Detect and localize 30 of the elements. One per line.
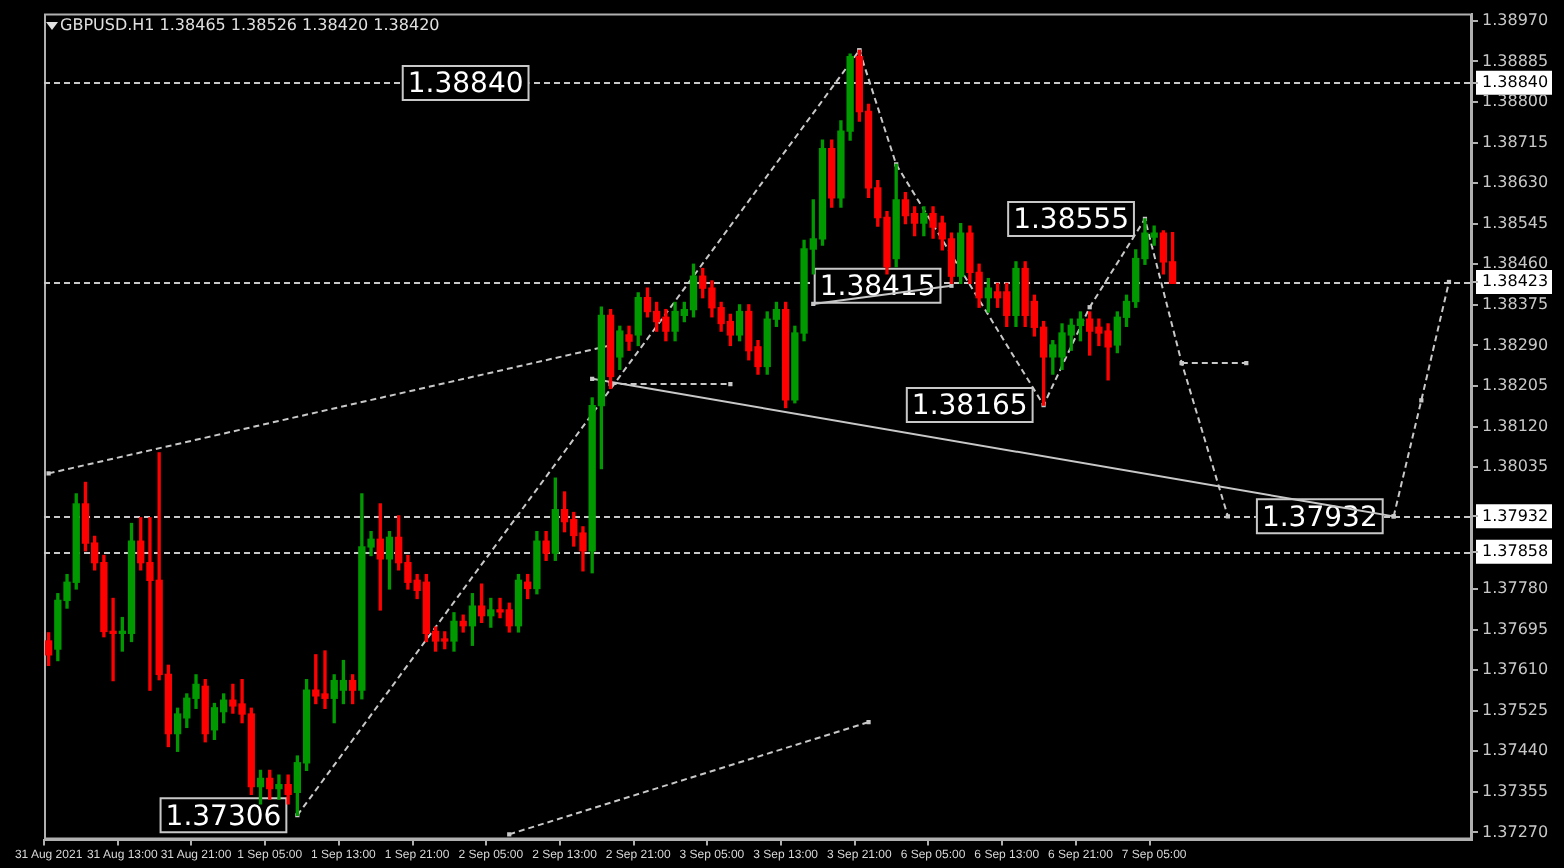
y-tick-label: 1.38035 xyxy=(1482,457,1549,476)
y-tick-label: 1.38460 xyxy=(1482,254,1549,273)
chart-title: GBPUSD.H1 1.38465 1.38526 1.38420 1.38420 xyxy=(60,16,440,34)
y-tick-label: 1.37780 xyxy=(1482,579,1549,598)
y-tick-label: 1.37355 xyxy=(1482,782,1549,801)
y-tick-label: 1.37858 xyxy=(1482,541,1549,560)
y-tick-label: 1.37270 xyxy=(1482,822,1549,841)
y-tick-label: 1.37610 xyxy=(1482,660,1549,679)
ref-line-label: 1.38840 xyxy=(407,68,524,101)
y-tick-label: 1.37932 xyxy=(1482,506,1549,525)
y-tick-label: 1.37525 xyxy=(1482,700,1549,719)
data-label: 1.37932 xyxy=(1261,501,1378,534)
data-label: 1.38415 xyxy=(819,271,936,304)
data-label: 1.38555 xyxy=(1013,204,1129,237)
y-tick-label: 1.38290 xyxy=(1482,335,1549,354)
y-tick-label: 1.38885 xyxy=(1482,51,1549,70)
y-tick-label: 1.38375 xyxy=(1482,295,1549,313)
y-tick-label: 1.38840 xyxy=(1482,72,1549,91)
y-tick-label: 1.38423 xyxy=(1482,272,1549,291)
y-tick-label: 1.38545 xyxy=(1482,213,1549,232)
y-tick-label: 1.37440 xyxy=(1482,741,1549,760)
y-tick-label: 1.38205 xyxy=(1482,376,1549,395)
y-tick-label: 1.38970 xyxy=(1482,10,1549,29)
y-tick-label: 1.38120 xyxy=(1482,416,1549,435)
y-tick-label: 1.38800 xyxy=(1482,92,1549,111)
y-tick-label: 1.38630 xyxy=(1482,173,1549,192)
y-tick-label: 1.38715 xyxy=(1482,132,1549,151)
data-label: 1.37306 xyxy=(165,800,282,833)
y-tick-label: 1.37695 xyxy=(1482,619,1549,638)
data-label: 1.38165 xyxy=(911,390,1028,423)
